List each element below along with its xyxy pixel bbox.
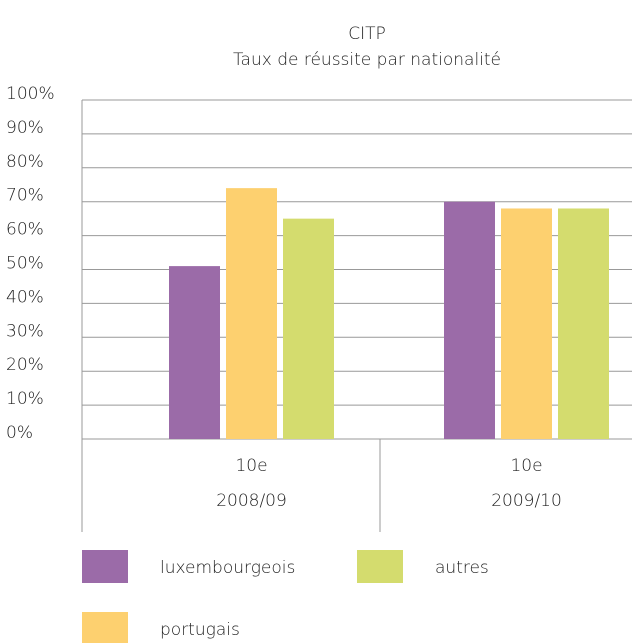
x-tick-label: 2008/09	[216, 491, 287, 511]
bar	[558, 208, 609, 439]
chart-title: CITP	[348, 24, 386, 44]
legend-label: luxembourgeois	[160, 558, 295, 578]
y-tick-label: 100%	[6, 84, 55, 104]
bar	[444, 201, 495, 439]
y-tick-label: 0%	[6, 423, 33, 443]
y-tick-label: 30%	[6, 321, 44, 341]
legend-label: portugais	[160, 620, 240, 640]
legend-swatch	[82, 612, 128, 643]
y-tick-label: 10%	[6, 389, 44, 409]
y-tick-label: 60%	[6, 220, 44, 240]
legend-label: autres	[435, 558, 489, 578]
bar	[226, 188, 277, 439]
legend-swatch	[357, 550, 403, 583]
x-tick-label: 2009/10	[491, 491, 562, 511]
x-tick-label: 10e	[235, 456, 267, 476]
bar	[169, 266, 220, 439]
bar	[501, 208, 552, 439]
chart-subtitle: Taux de réussite par nationalité	[233, 50, 501, 70]
y-tick-label: 50%	[6, 254, 44, 274]
x-tick-label: 10e	[510, 456, 542, 476]
bar	[283, 218, 334, 439]
y-tick-label: 90%	[6, 118, 44, 138]
y-tick-label: 20%	[6, 355, 44, 375]
y-tick-label: 80%	[6, 152, 44, 172]
legend-swatch	[82, 550, 128, 583]
y-tick-label: 40%	[6, 287, 44, 307]
y-tick-label: 70%	[6, 186, 44, 206]
